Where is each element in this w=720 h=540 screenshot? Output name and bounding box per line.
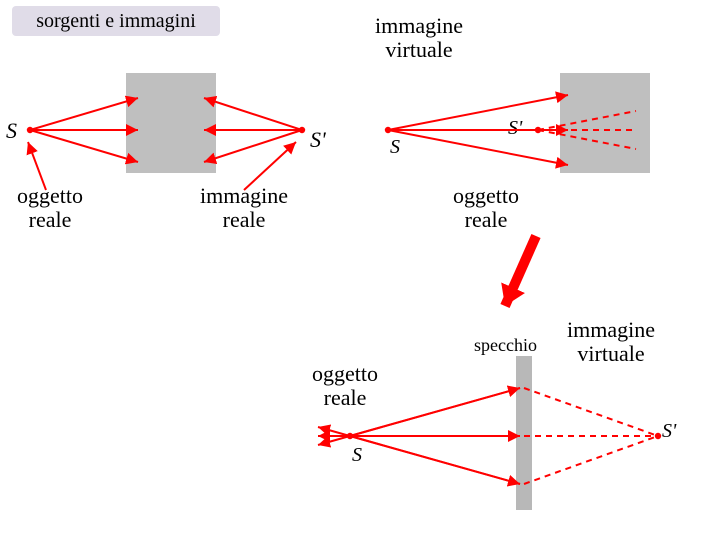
point-pS_right (385, 127, 391, 133)
ray-6 (388, 95, 568, 130)
ray-13 (244, 142, 296, 190)
ray-12 (28, 142, 46, 190)
big-arrow (505, 236, 536, 306)
rect-lens_left (126, 73, 216, 173)
point-pSp_bot (655, 433, 661, 439)
ray-3 (204, 98, 302, 130)
ray-5 (204, 130, 302, 162)
point-pS_bot (347, 433, 353, 439)
rect-mirror (516, 356, 532, 510)
ray-23 (524, 436, 658, 484)
ray-8 (388, 130, 568, 165)
ray-2 (30, 130, 138, 162)
diagram-svg (0, 0, 720, 540)
ray-21 (524, 388, 658, 436)
point-pSp_right (535, 127, 541, 133)
point-pSp_left (299, 127, 305, 133)
point-pS_left (27, 127, 33, 133)
ray-0 (30, 98, 138, 130)
